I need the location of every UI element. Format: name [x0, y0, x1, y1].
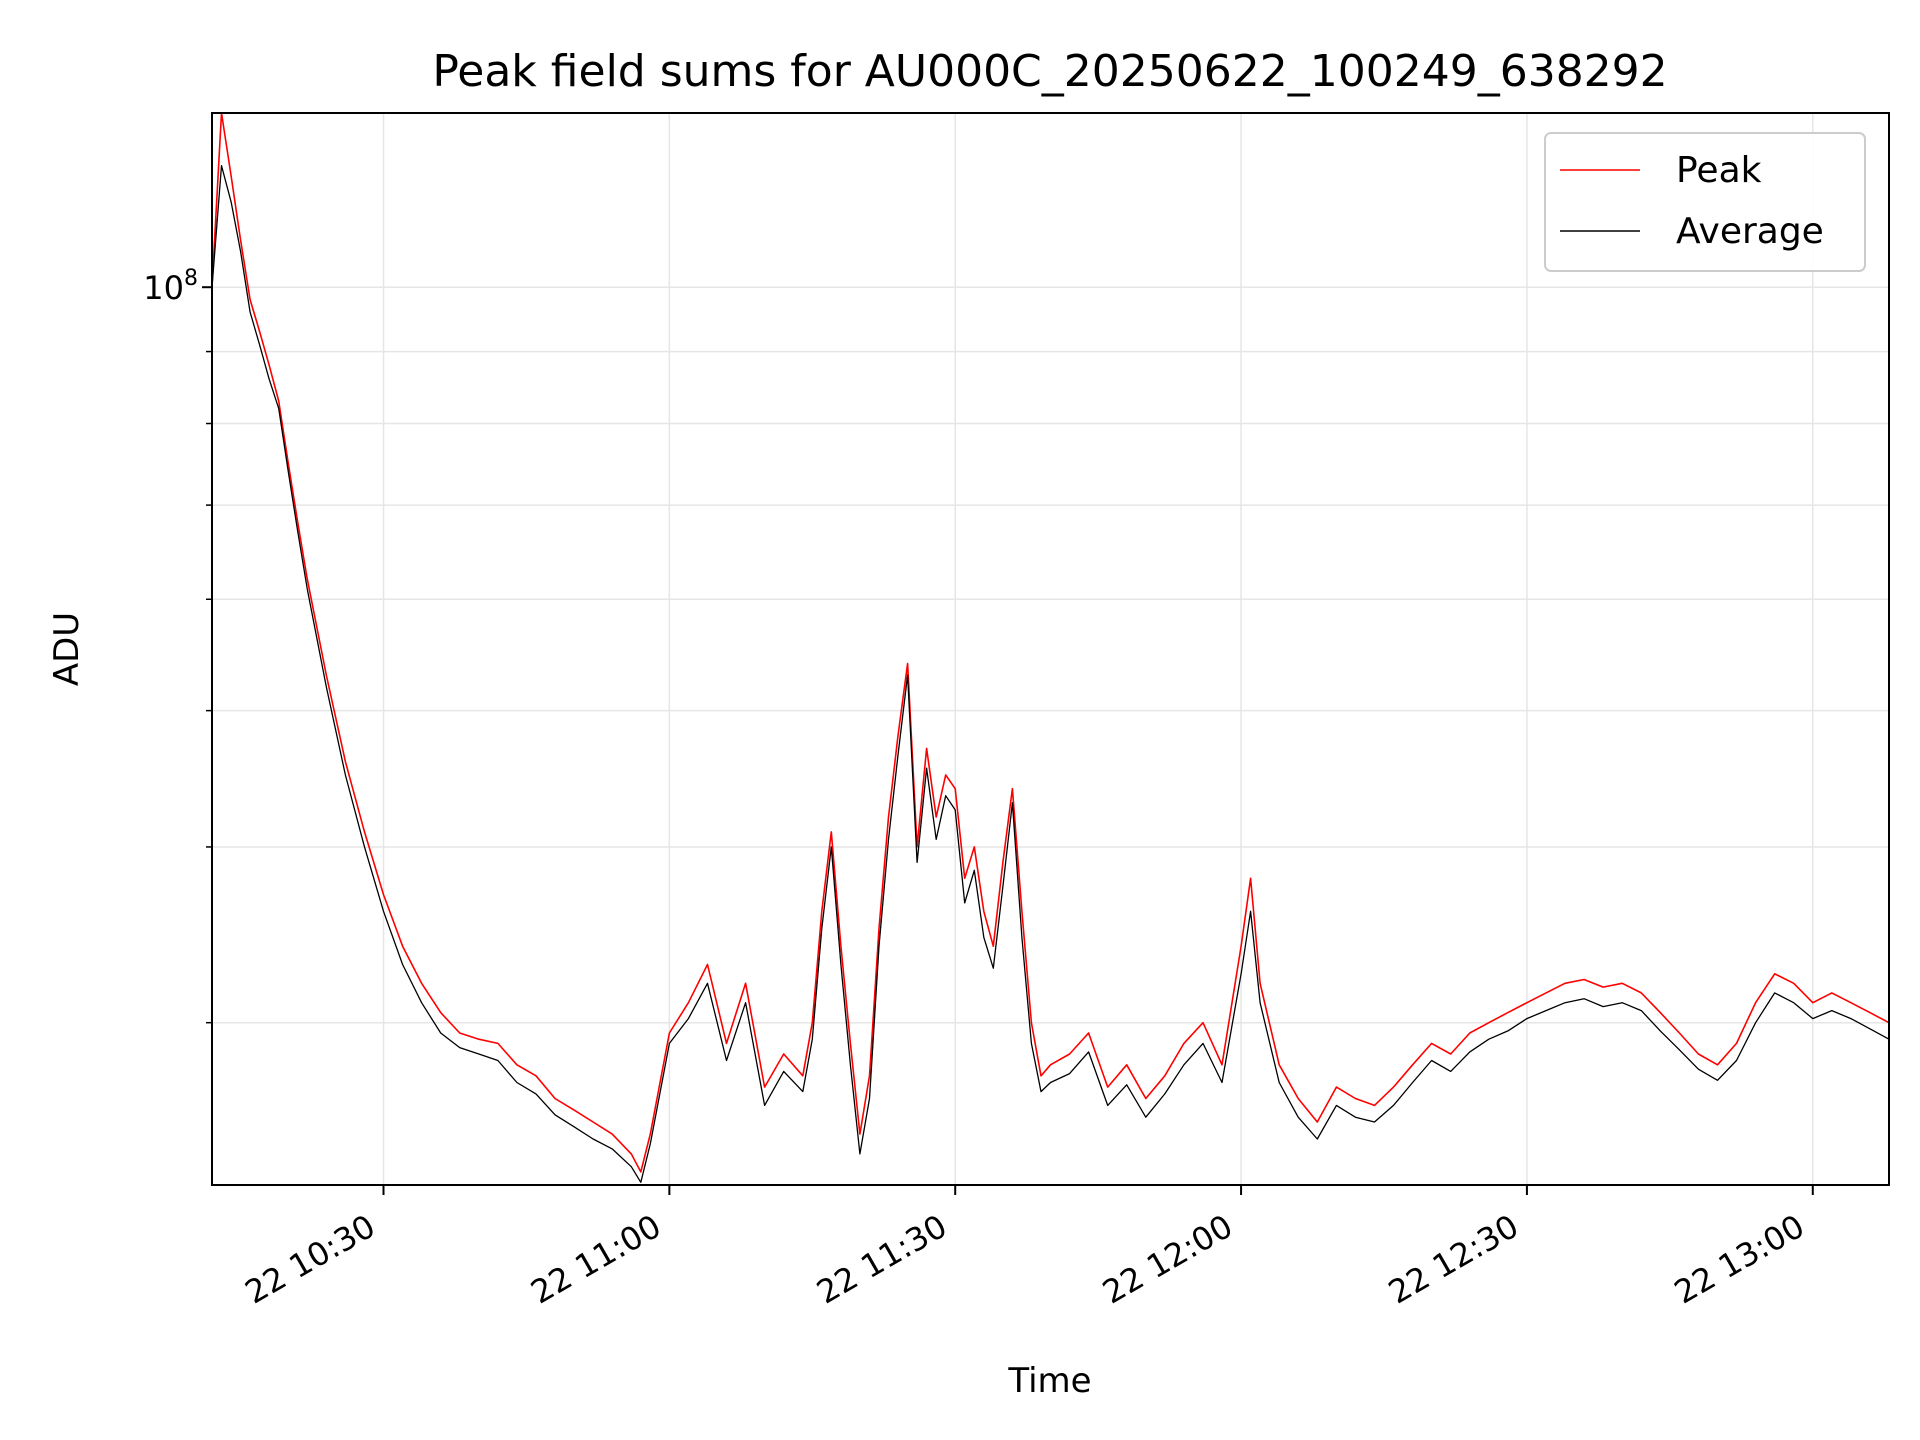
plot-frame — [211, 112, 1890, 1186]
legend-label-average: Average — [1676, 211, 1824, 252]
y-axis: 108 — [143, 266, 212, 1024]
series-layer — [211, 112, 1890, 1183]
legend-box — [1544, 132, 1866, 272]
y-tick-label-base: 10 — [143, 269, 184, 307]
legend: Peak Average — [1544, 132, 1866, 272]
series-line-average — [211, 165, 1890, 1183]
grid — [212, 113, 1889, 1185]
y-axis-title: ADU — [47, 612, 87, 686]
y-tick-label-exponent: 8 — [184, 266, 198, 291]
legend-label-peak: Peak — [1676, 150, 1762, 191]
x-axis-title: Time — [1007, 1361, 1091, 1401]
series-line-peak — [211, 112, 1890, 1173]
chart-title: Peak field sums for AU000C_20250622_1002… — [432, 46, 1667, 97]
y-tick-label: 108 — [143, 266, 198, 307]
